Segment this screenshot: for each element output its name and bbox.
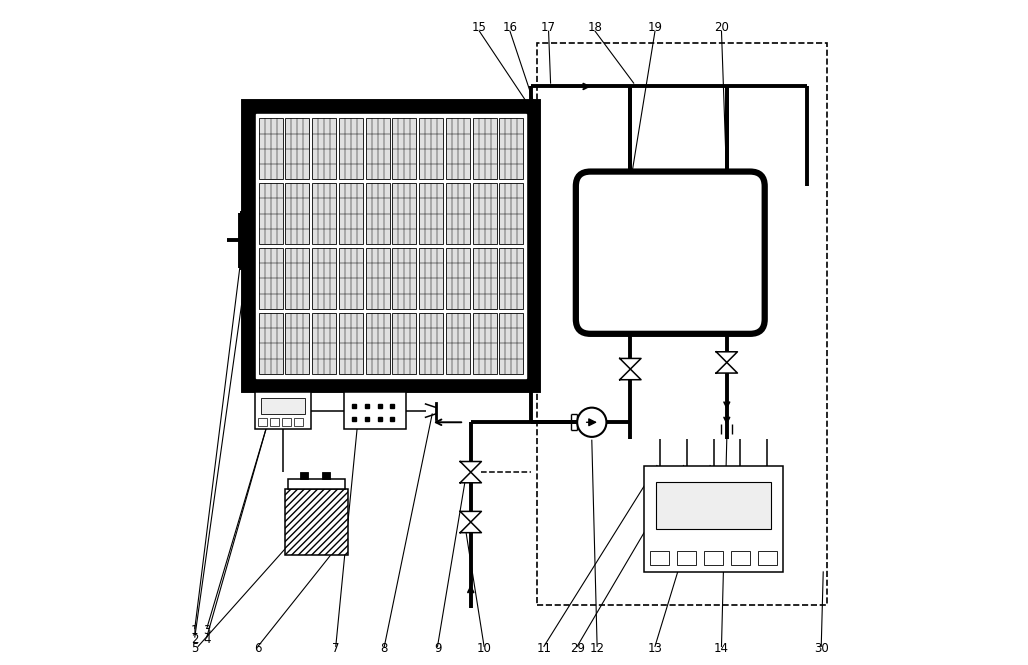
Bar (419, 118, 443, 180)
Bar (651, 551, 669, 565)
Text: 11: 11 (537, 642, 551, 655)
Text: 19: 19 (648, 21, 662, 35)
Bar (419, 183, 443, 244)
Bar (500, 313, 523, 374)
Text: 4: 4 (203, 633, 211, 646)
Text: 14: 14 (714, 642, 729, 655)
Text: 7: 7 (332, 642, 339, 655)
Bar (473, 183, 497, 244)
Bar (294, 418, 302, 426)
Bar (259, 313, 283, 374)
Polygon shape (461, 472, 481, 483)
Bar (473, 118, 497, 180)
Bar (286, 183, 309, 244)
Text: 2: 2 (191, 633, 198, 646)
Bar (473, 248, 497, 309)
Bar (288, 479, 344, 489)
Bar (393, 313, 416, 374)
Bar (313, 118, 336, 180)
Bar (677, 551, 696, 565)
Text: 29: 29 (570, 642, 585, 655)
Bar (366, 313, 390, 374)
Bar (285, 489, 347, 555)
Bar (258, 418, 266, 426)
Polygon shape (461, 511, 481, 522)
Bar (255, 392, 311, 429)
Text: 3: 3 (204, 624, 211, 637)
Bar (446, 183, 470, 244)
Bar (313, 248, 336, 309)
Text: 12: 12 (590, 642, 604, 655)
Bar (339, 248, 363, 309)
Bar (286, 248, 309, 309)
Bar (270, 418, 279, 426)
Bar (393, 248, 416, 309)
Bar (473, 313, 497, 374)
Text: 15: 15 (472, 21, 487, 35)
Bar (419, 313, 443, 374)
Text: 1: 1 (191, 624, 198, 637)
Polygon shape (461, 522, 481, 533)
Bar (339, 313, 363, 374)
Bar (446, 248, 470, 309)
FancyBboxPatch shape (576, 172, 765, 334)
Bar (256, 114, 526, 378)
Bar (656, 482, 771, 529)
Circle shape (577, 408, 607, 437)
Bar (393, 183, 416, 244)
Bar (286, 313, 309, 374)
Text: 10: 10 (477, 642, 491, 655)
Bar (758, 551, 777, 565)
Text: 17: 17 (541, 21, 556, 35)
Bar (282, 418, 291, 426)
Bar (538, 43, 827, 605)
Bar (339, 183, 363, 244)
Polygon shape (620, 358, 641, 369)
Bar (339, 118, 363, 180)
Bar (731, 551, 749, 565)
Bar (300, 472, 308, 479)
Bar (419, 248, 443, 309)
Text: 8: 8 (380, 642, 388, 655)
Bar (500, 183, 523, 244)
Text: 5: 5 (191, 642, 198, 655)
Bar (313, 183, 336, 244)
Text: 18: 18 (588, 21, 602, 35)
Text: 6: 6 (254, 642, 262, 655)
Bar (313, 313, 336, 374)
Text: 30: 30 (814, 642, 829, 655)
Bar (366, 248, 390, 309)
Bar (393, 118, 416, 180)
Polygon shape (717, 352, 737, 362)
Bar (446, 313, 470, 374)
Text: 9: 9 (434, 642, 441, 655)
Bar (644, 465, 783, 572)
Bar (259, 183, 283, 244)
Bar (248, 106, 534, 386)
Bar (500, 248, 523, 309)
Bar (500, 118, 523, 180)
Text: 20: 20 (714, 21, 729, 35)
Polygon shape (461, 462, 481, 472)
Bar (704, 551, 723, 565)
Text: 16: 16 (503, 21, 517, 35)
Bar (366, 118, 390, 180)
Polygon shape (717, 362, 737, 373)
Bar (446, 118, 470, 180)
Bar (259, 118, 283, 180)
Bar (366, 183, 390, 244)
Bar (261, 398, 304, 414)
Bar (323, 472, 330, 479)
Bar (286, 118, 309, 180)
Text: 13: 13 (648, 642, 662, 655)
Bar (259, 248, 283, 309)
Polygon shape (620, 369, 641, 380)
Bar (344, 392, 406, 429)
